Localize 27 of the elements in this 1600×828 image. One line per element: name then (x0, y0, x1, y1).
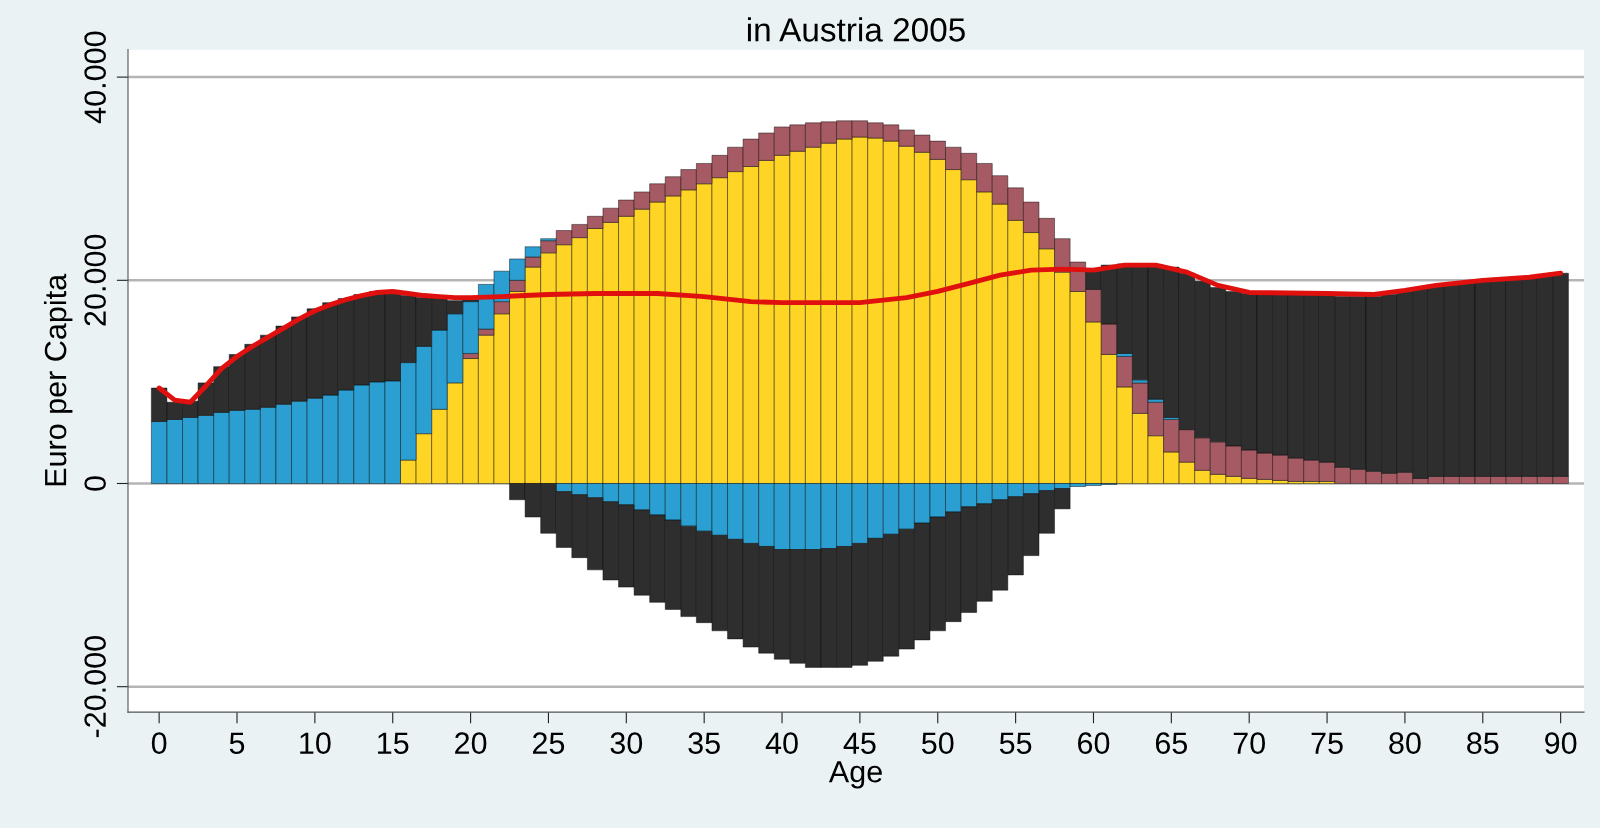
x-tick-label: 35 (688, 732, 720, 754)
y-tick-label: 20.000 (84, 234, 106, 326)
x-tick-label: 80 (1389, 732, 1421, 754)
y-tick-label: -20.000 (84, 636, 106, 738)
y-axis-title: Euro per Capita (43, 273, 73, 486)
x-tick-label: 25 (532, 732, 565, 754)
x-tick-label: 40 (765, 732, 798, 754)
x-tick-label: 50 (921, 732, 954, 754)
x-tick-label: 5 (229, 732, 245, 754)
x-tick-label: 45 (843, 732, 876, 754)
x-tick-label: 75 (1311, 732, 1343, 754)
x-tick-label: 55 (999, 732, 1032, 754)
x-axis-title: Age (828, 761, 882, 789)
line-series (156, 262, 1564, 405)
x-tick-label: 60 (1078, 732, 1110, 754)
x-tick-label: 65 (1155, 732, 1188, 754)
x-tick-label: 70 (1233, 732, 1265, 754)
x-tick-label: 15 (378, 732, 409, 754)
y-tick-label: 40.000 (84, 31, 106, 124)
x-tick-label: 10 (300, 732, 331, 754)
x-tick-label: 90 (1545, 732, 1577, 754)
x-tick-label: 30 (610, 732, 643, 754)
x-tick-label: 0 (151, 732, 167, 754)
y-tick-label: 0 (84, 476, 106, 491)
x-tick-label: 20 (455, 732, 487, 754)
chart-title: in Austria 2005 (747, 17, 965, 42)
x-tick-label: 85 (1467, 732, 1499, 754)
